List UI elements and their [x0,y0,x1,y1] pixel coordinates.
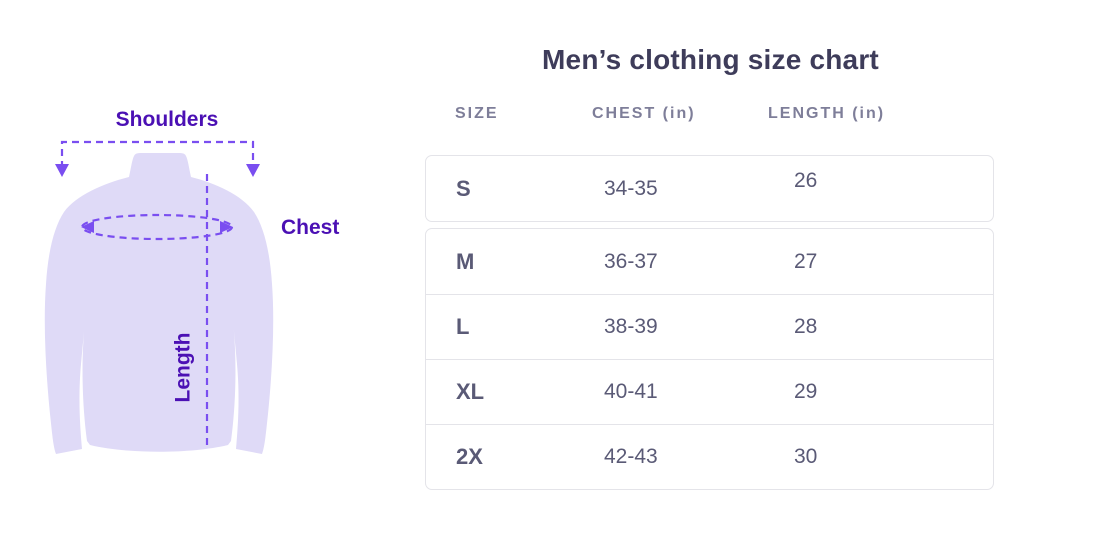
length-cell: 29 [794,380,818,403]
chest-arrow-left-icon [81,221,94,233]
size-cell: 2X [456,444,483,469]
column-header-chest: CHEST (in) [592,105,696,122]
table-header: SIZE CHEST (in) LENGTH (in) [425,105,996,123]
size-cell: L [456,314,470,339]
shoulders-bracket-line [60,140,255,168]
length-cell: 27 [794,249,818,273]
size-rows-card: M 36-37 27 L 38-39 28 XL 40-41 29 2X 42-… [425,228,994,490]
table-row: S 34-35 26 [426,156,993,221]
shirt-silhouette [44,153,274,454]
size-cell: XL [456,379,485,404]
shirt-measurement-diagram: Shoulders Chest Length [0,0,400,552]
size-row-card-s: S 34-35 26 [425,155,994,222]
length-cell: 26 [794,168,818,192]
chest-cell: 40-41 [604,380,658,403]
chart-title: Men’s clothing size chart [542,44,879,75]
chest-cell: 42-43 [604,445,658,468]
column-header-size: SIZE [455,105,499,122]
chest-arrow-right-icon [220,221,233,233]
chest-cell: 38-39 [604,315,658,338]
table-row: 2X 42-43 30 [426,424,993,489]
table-row: L 38-39 28 [426,294,993,359]
table-row: M 36-37 27 [426,229,993,294]
shoulders-label: Shoulders [115,108,219,131]
size-cell: M [456,248,475,274]
chest-cell: 34-35 [604,176,658,200]
chest-cell: 36-37 [604,249,658,273]
column-header-length: LENGTH (in) [768,105,886,122]
shirt-illustration [44,140,274,454]
length-cell: 28 [794,315,818,338]
chest-label: Chest [281,216,340,239]
shoulder-arrow-down-left-icon [55,164,69,177]
length-label: Length [171,332,195,403]
length-cell: 30 [794,445,818,468]
shoulder-arrow-down-right-icon [246,164,260,177]
size-cell: S [456,175,471,201]
size-chart: Men’s clothing size chart SIZE CHEST (in… [425,0,996,552]
table-row: XL 40-41 29 [426,359,993,424]
